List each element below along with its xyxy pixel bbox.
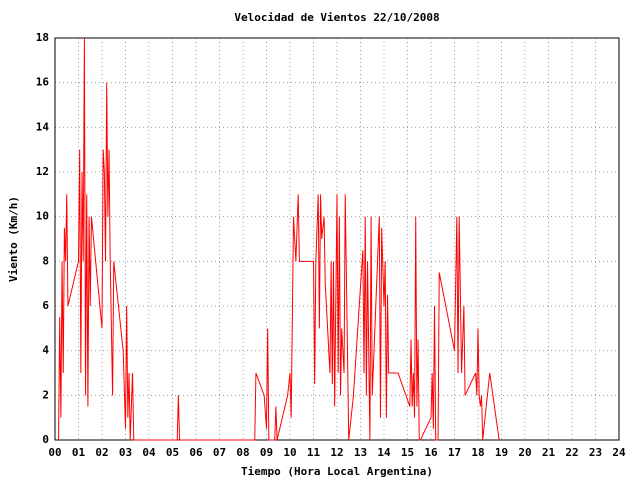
x-tick-label: 00 bbox=[48, 446, 61, 459]
x-tick-label: 02 bbox=[95, 446, 108, 459]
y-tick-label: 2 bbox=[42, 388, 49, 401]
x-tick-label: 24 bbox=[612, 446, 626, 459]
x-tick-label: 08 bbox=[236, 446, 249, 459]
x-tick-label: 05 bbox=[166, 446, 179, 459]
y-tick-label: 12 bbox=[36, 165, 49, 178]
x-tick-label: 10 bbox=[283, 446, 296, 459]
x-tick-label: 16 bbox=[424, 446, 438, 459]
y-tick-label: 8 bbox=[42, 254, 49, 267]
x-tick-label: 13 bbox=[354, 446, 367, 459]
y-tick-label: 0 bbox=[42, 433, 49, 446]
y-tick-label: 10 bbox=[36, 210, 49, 223]
x-tick-label: 18 bbox=[471, 446, 484, 459]
y-tick-label: 4 bbox=[42, 344, 49, 357]
chart-title: Velocidad de Vientos 22/10/2008 bbox=[234, 11, 439, 24]
x-tick-label: 04 bbox=[142, 446, 156, 459]
x-tick-label: 01 bbox=[72, 446, 86, 459]
plot-frame bbox=[54, 37, 620, 441]
x-tick-label: 23 bbox=[589, 446, 602, 459]
x-tick-label: 09 bbox=[260, 446, 273, 459]
y-tick-label: 18 bbox=[36, 31, 49, 44]
x-tick-label: 22 bbox=[565, 446, 578, 459]
x-tick-label: 21 bbox=[542, 446, 556, 459]
y-tick-label: 6 bbox=[42, 299, 49, 312]
x-tick-label: 11 bbox=[307, 446, 321, 459]
x-tick-label: 15 bbox=[401, 446, 414, 459]
x-tick-label: 19 bbox=[495, 446, 508, 459]
y-axis-label: Viento (Km/h) bbox=[7, 196, 20, 282]
x-tick-label: 03 bbox=[119, 446, 132, 459]
wind-line bbox=[58, 37, 500, 441]
x-tick-label: 20 bbox=[518, 446, 531, 459]
y-tick-label: 16 bbox=[36, 76, 50, 89]
x-tick-label: 07 bbox=[213, 446, 226, 459]
x-axis-label: Tiempo (Hora Local Argentina) bbox=[241, 465, 433, 478]
x-tick-label: 12 bbox=[330, 446, 343, 459]
x-tick-label: 06 bbox=[189, 446, 203, 459]
y-tick-label: 14 bbox=[36, 120, 50, 133]
x-tick-label: 14 bbox=[377, 446, 391, 459]
x-tick-label: 17 bbox=[448, 446, 461, 459]
